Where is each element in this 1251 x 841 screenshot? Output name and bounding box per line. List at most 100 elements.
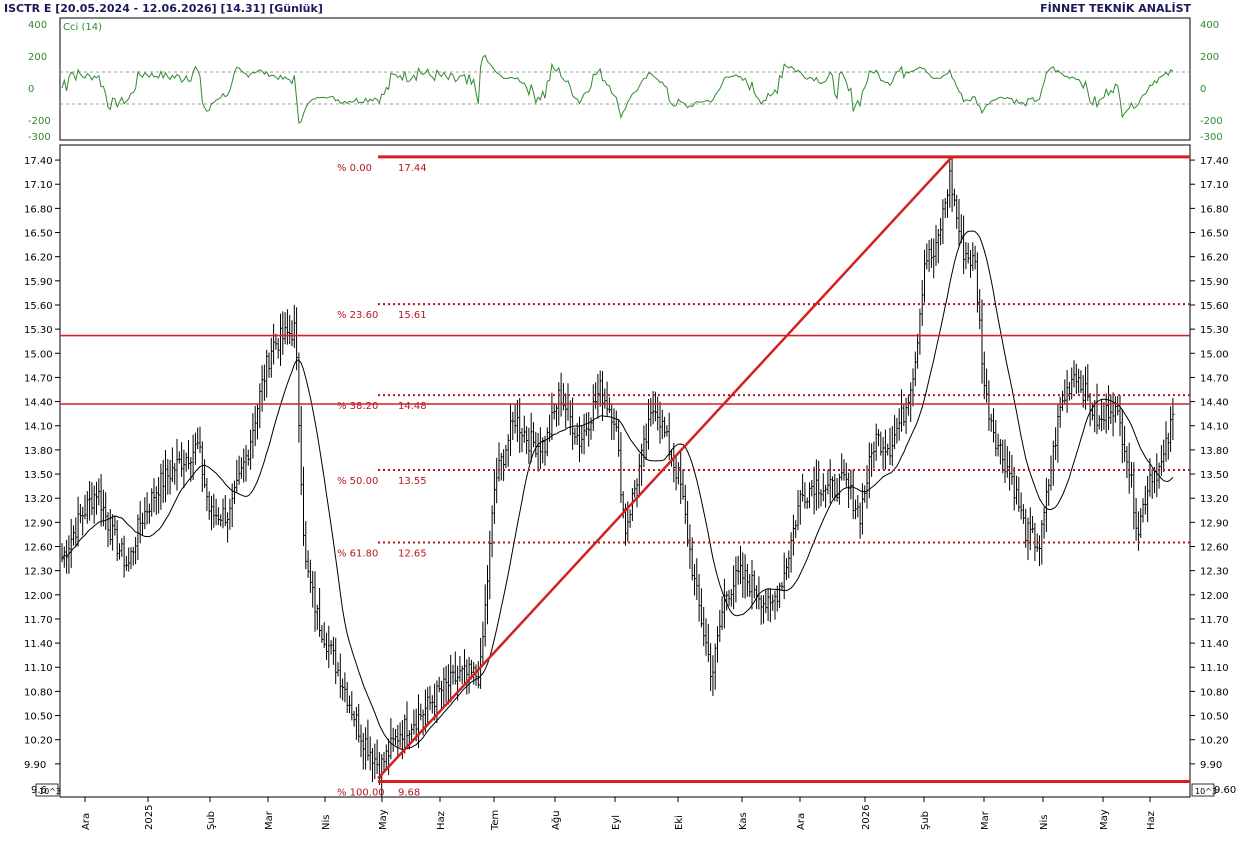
cci-panel-frame: [59, 17, 1191, 141]
price-tick-left: 11.40: [24, 639, 53, 650]
price-tick-right: 12.30: [1200, 567, 1229, 578]
fib-value-label: 14.48: [398, 401, 427, 412]
month-label: Ara: [81, 813, 92, 830]
price-tick-right: 16.50: [1200, 229, 1229, 240]
cci-tick-left: 200: [28, 52, 47, 63]
month-label: Ağu: [550, 810, 562, 830]
fib-value-label: 13.55: [398, 476, 427, 487]
month-label: 2025: [144, 805, 155, 830]
price-tick-left: 13.80: [24, 446, 53, 457]
month-label: Kas: [738, 812, 749, 830]
cci-line: [61, 54, 1174, 124]
price-tick-left: 16.50: [24, 229, 53, 240]
price-tick-9-6-left: 9.6: [31, 785, 47, 796]
price-tick-right: 14.70: [1200, 373, 1229, 384]
month-label: Nis: [321, 815, 332, 830]
price-tick-left: 12.60: [24, 542, 53, 553]
chart-header-brand: FİNNET TEKNİK ANALİST: [1040, 2, 1191, 15]
axis-badge-right-text: 10^3: [1195, 787, 1217, 796]
price-tick-right: 10.50: [1200, 712, 1229, 723]
price-tick-right: 10.80: [1200, 687, 1229, 698]
fib-pct-label: % 23.60: [337, 310, 378, 321]
price-tick-left: 14.70: [24, 373, 53, 384]
price-tick-right: 15.00: [1200, 349, 1229, 360]
month-label: Ara: [796, 813, 807, 830]
price-tick-left: 12.30: [24, 567, 53, 578]
price-tick-right: 13.80: [1200, 446, 1229, 457]
fib-pct-label: % 0.00: [337, 163, 372, 174]
month-label: Haz: [1146, 811, 1157, 830]
price-tick-right: 17.10: [1200, 180, 1229, 191]
price-tick-right: 13.20: [1200, 494, 1229, 505]
fib-pct-label: % 38.20: [337, 401, 378, 412]
cci-grid: [60, 71, 1190, 105]
price-tick-right: 17.40: [1200, 156, 1229, 167]
month-label: Mar: [264, 810, 275, 830]
month-axis: Ara 2025 Şub Mar Nis May Haz Tem Ağu Eyl Eki Kas Ara…: [81, 797, 1157, 831]
month-label: Haz: [436, 811, 447, 830]
fib-value-label: 12.65: [398, 548, 427, 559]
cci-tick-right: -200: [1200, 116, 1223, 127]
axis-badge-right: [1191, 783, 1215, 797]
price-tick-left: 15.60: [24, 301, 53, 312]
fib-value-label: 17.44: [398, 163, 427, 174]
ohlc-bars: [61, 157, 1175, 797]
price-tick-right: 11.40: [1200, 639, 1229, 650]
price-tick-9-60-right: 9.60: [1214, 785, 1236, 796]
price-tick-right: 9.90: [1200, 760, 1222, 771]
fibonacci-levels: % 0.00 17.44 % 23.60 15.61 % 38.20 14.48 % 50.…: [337, 155, 1190, 799]
price-ticks: 17.40 17.40 17.10 17.10 16.80 16.80 16.50 16.50…: [24, 156, 1229, 771]
cci-tick-right: -300: [1200, 132, 1223, 143]
cci-tick-left: -300: [28, 132, 51, 143]
month-label: May: [1099, 809, 1110, 830]
axis-badge-left: [35, 783, 59, 797]
price-tick-left: 12.00: [24, 591, 53, 602]
cci-tick-right: 400: [1200, 20, 1219, 31]
price-tick-right: 15.60: [1200, 301, 1229, 312]
price-tick-left: 16.80: [24, 204, 53, 215]
price-tick-right: 16.80: [1200, 204, 1229, 215]
price-tick-left: 11.10: [24, 663, 53, 674]
cci-tick-left: 400: [28, 20, 47, 31]
month-label: Mar: [980, 810, 991, 830]
price-tick-left: 10.20: [24, 736, 53, 747]
price-tick-left: 17.40: [24, 156, 53, 167]
price-tick-right: 16.20: [1200, 253, 1229, 264]
price-tick-right: 15.90: [1200, 277, 1229, 288]
cci-tick-left: -200: [28, 116, 51, 127]
cci-tick-right: 200: [1200, 52, 1219, 63]
price-tick-left: 14.10: [24, 422, 53, 433]
cci-ticks: 400 400 200 200 0 0 -200 -200 -300 -300: [28, 20, 1223, 143]
price-tick-right: 10.20: [1200, 736, 1229, 747]
month-label: Şub: [206, 811, 217, 830]
price-tick-left: 17.10: [24, 180, 53, 191]
price-tick-left: 10.80: [24, 687, 53, 698]
price-tick-right: 12.60: [1200, 542, 1229, 553]
trend-line: [377, 156, 953, 780]
price-tick-left: 15.30: [24, 325, 53, 336]
fib-pct-label: % 61.80: [337, 548, 378, 559]
moving-average-line: [61, 230, 1174, 751]
price-tick-left: 9.90: [24, 760, 46, 771]
price-tick-right: 14.10: [1200, 422, 1229, 433]
cci-label: Cci (14): [63, 22, 102, 33]
price-tick-right: 15.30: [1200, 325, 1229, 336]
price-tick-left: 15.90: [24, 277, 53, 288]
price-tick-right: 11.70: [1200, 615, 1229, 626]
chart-header-title: ISCTR E [20.05.2024 - 12.06.2026] [14.31…: [4, 2, 323, 15]
month-label: 2026: [861, 805, 872, 830]
cci-tick-left: 0: [28, 84, 34, 95]
fib-value-label: 15.61: [398, 310, 427, 321]
price-tick-left: 12.90: [24, 518, 53, 529]
month-label: Şub: [920, 811, 931, 830]
month-label: Nis: [1039, 815, 1050, 830]
support-resistance-lines: [60, 334, 1190, 405]
price-tick-right: 13.50: [1200, 470, 1229, 481]
price-tick-left: 16.20: [24, 253, 53, 264]
month-label: Eyl: [611, 815, 622, 830]
fib-pct-label: % 50.00: [337, 476, 378, 487]
price-tick-left: 13.20: [24, 494, 53, 505]
price-tick-right: 14.40: [1200, 398, 1229, 409]
cci-tick-right: 0: [1200, 84, 1206, 95]
